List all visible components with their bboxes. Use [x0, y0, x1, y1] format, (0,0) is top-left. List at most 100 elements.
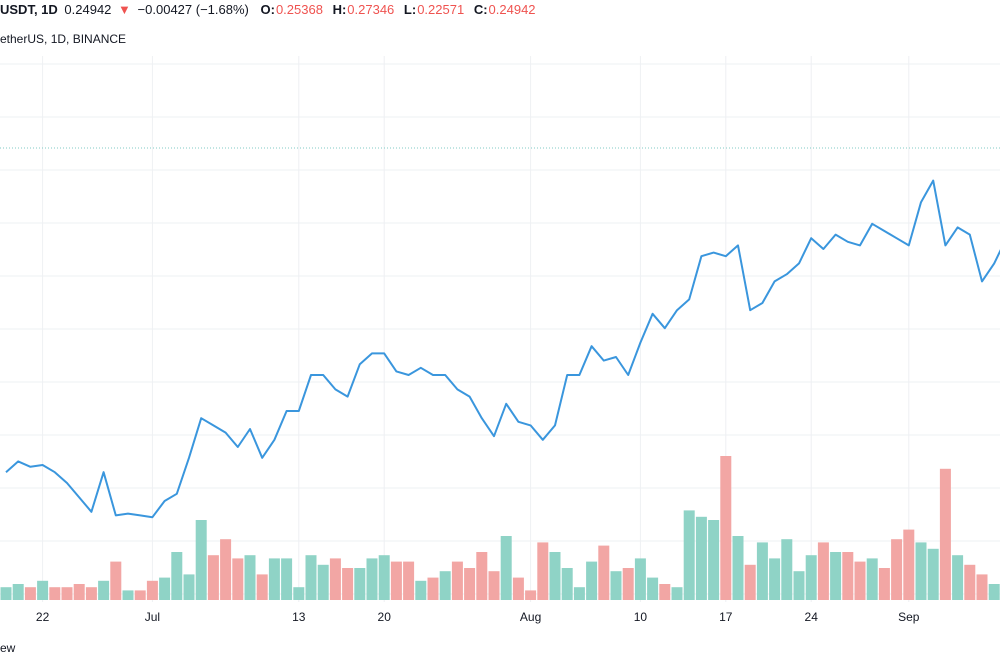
symbol-label[interactable]: USDT, 1D [0, 2, 58, 17]
x-tick-label: 24 [805, 610, 819, 624]
low-value: 0.22571 [417, 2, 465, 17]
volume-bar [561, 568, 573, 600]
volume-bar [805, 555, 817, 600]
volume-bar [769, 558, 781, 600]
volume-bar [976, 574, 988, 600]
volume-bar [695, 516, 707, 600]
volume-bar [781, 539, 793, 600]
volume-bar [866, 558, 878, 600]
volume-bar [329, 558, 341, 600]
volume-bar [342, 568, 354, 600]
price-line-group [5, 179, 1000, 519]
volume-bar [464, 568, 476, 600]
volume-bar [159, 577, 171, 600]
volume-bar [281, 558, 293, 600]
volume-bar [903, 529, 915, 600]
volume-bar [952, 555, 964, 600]
close-label: C: [473, 2, 488, 17]
volume-bar [500, 536, 512, 600]
volume-bar [256, 574, 268, 600]
volume-bar [12, 584, 24, 600]
volume-bar [293, 587, 305, 600]
volume-bar [647, 577, 659, 600]
volume-bar [793, 571, 805, 600]
volume-bar [378, 555, 390, 600]
close-value: 0.24942 [488, 2, 536, 17]
volume-bar [598, 545, 610, 600]
volume-bar [427, 577, 439, 600]
volume-bar [49, 587, 61, 600]
volume-bar [927, 548, 939, 600]
last-price: 0.24942 [64, 2, 112, 17]
x-tick-label: 17 [719, 610, 733, 624]
volume-bar [720, 456, 732, 600]
footer-text: ew [0, 641, 16, 655]
volume-bar [73, 584, 85, 600]
volume-bar [24, 587, 36, 600]
volume-bar [439, 571, 451, 600]
volume-bar [85, 587, 97, 600]
volume-bar [549, 552, 561, 600]
x-tick-label: Aug [520, 610, 541, 624]
price-line [5, 179, 1000, 519]
volume-bar [110, 561, 122, 600]
volume-bar [98, 580, 110, 600]
x-tick-label: 10 [634, 610, 648, 624]
open-value: 0.25368 [275, 2, 323, 17]
low-label: L: [403, 2, 417, 17]
volume-bar [756, 542, 768, 600]
grid-lines [0, 56, 1000, 602]
price-change: −0.00427 (−1.68%) [137, 2, 249, 17]
volume-bar [354, 568, 366, 600]
volume-bar [207, 555, 219, 600]
volume-bar [220, 539, 232, 600]
volume-bar [525, 590, 537, 600]
volume-bar [232, 558, 244, 600]
volume-bar [708, 520, 720, 600]
volume-bar [268, 558, 280, 600]
volume-bar [915, 542, 927, 600]
open-label: O: [260, 2, 275, 17]
volume-bar [964, 564, 976, 600]
volume-bar [61, 587, 73, 600]
high-value: 0.27346 [347, 2, 395, 17]
high-label: H: [332, 2, 347, 17]
volume-bar [537, 542, 549, 600]
volume-bar [390, 561, 402, 600]
volume-bar [415, 580, 427, 600]
volume-bar [573, 587, 585, 600]
volume-bar [830, 552, 842, 600]
ohlc-header: USDT, 1D 0.24942 ▼ −0.00427 (−1.68%) O:0… [0, 2, 542, 18]
volume-bar [512, 577, 524, 600]
volume-bar [451, 561, 463, 600]
volume-bar [878, 568, 890, 600]
volume-bar [939, 468, 951, 600]
volume-bar [634, 558, 646, 600]
down-arrow-icon: ▼ [118, 2, 131, 17]
x-tick-label: 13 [292, 610, 306, 624]
x-tick-label: Sep [898, 610, 920, 624]
volume-bar [488, 571, 500, 600]
x-tick-label: 20 [378, 610, 392, 624]
volume-bar [622, 568, 634, 600]
x-tick-label: 22 [36, 610, 50, 624]
volume-bar [683, 510, 695, 600]
volume-bar [988, 584, 1000, 600]
volume-bar [122, 590, 134, 600]
volume-bar [732, 536, 744, 600]
volume-bar [244, 555, 256, 600]
volume-bar [744, 564, 756, 600]
volume-bar [366, 558, 378, 600]
volume-bar [0, 587, 12, 600]
volume-bar [146, 580, 158, 600]
volume-bar [891, 539, 903, 600]
time-axis: 22 Jul 13 20 Aug 10 17 24 Sep [36, 610, 920, 624]
volume-bar [476, 552, 488, 600]
volume-bar [671, 587, 683, 600]
volume-bar [817, 542, 829, 600]
volume-bar [842, 552, 854, 600]
volume-bars [0, 456, 1000, 600]
volume-bar [195, 520, 207, 600]
